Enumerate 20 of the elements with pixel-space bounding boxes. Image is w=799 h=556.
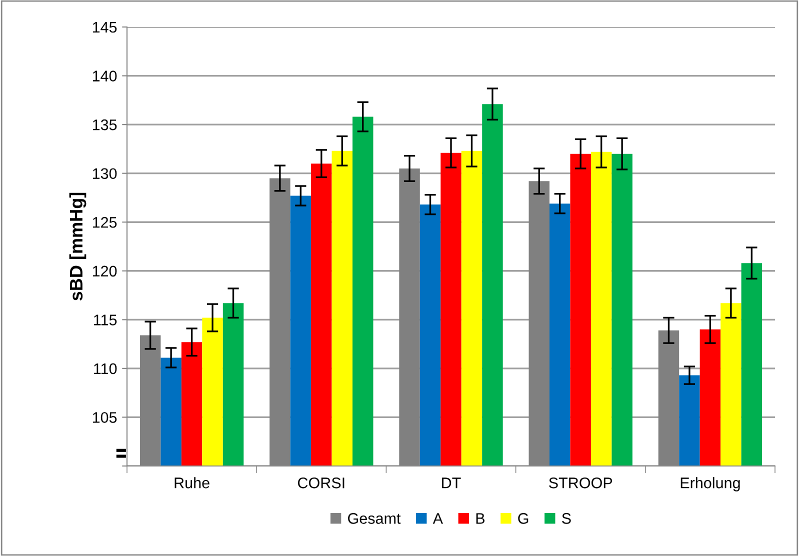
y-tick-label: 120 — [92, 266, 117, 277]
y-tick-label: 130 — [92, 168, 117, 180]
legend-label: Gesamt — [348, 513, 401, 524]
y-tick-label: 135 — [92, 119, 117, 130]
legend-label: G — [518, 513, 528, 524]
y-tick-label: 110 — [94, 363, 117, 374]
y-tick-label: 125 — [92, 216, 117, 228]
legend-label: A — [432, 513, 443, 524]
y-tick-label: 115 — [94, 314, 117, 326]
y-axis-title: sBD [mmHg] — [69, 192, 86, 301]
y-tick-label: 140 — [92, 70, 117, 82]
x-tick-label: STROOP — [549, 478, 612, 488]
x-tick-label: CORSI — [298, 478, 344, 488]
x-tick-label: Erholung — [680, 477, 740, 492]
x-tick-label: DT — [442, 478, 461, 488]
y-tick-label: 105 — [92, 412, 117, 423]
x-tick-label: Ruhe — [174, 477, 210, 488]
legend-label: S — [562, 513, 571, 524]
legend-label: B — [476, 513, 484, 524]
y-tick-label: 145 — [92, 22, 117, 33]
